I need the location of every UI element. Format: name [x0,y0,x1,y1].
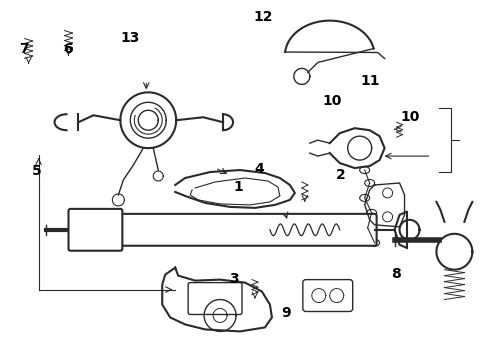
Text: 1: 1 [233,180,243,194]
Text: 9: 9 [281,306,290,320]
Text: 10: 10 [400,110,419,124]
Text: 11: 11 [360,75,379,89]
Text: 7: 7 [19,42,29,56]
Text: 8: 8 [390,267,400,281]
Text: 10: 10 [322,94,341,108]
Text: 13: 13 [120,31,139,45]
Text: 4: 4 [254,162,264,176]
Text: 2: 2 [335,168,345,182]
FancyBboxPatch shape [188,283,242,315]
Text: 5: 5 [31,164,41,178]
FancyBboxPatch shape [302,280,352,311]
Text: 3: 3 [228,271,238,285]
Text: 6: 6 [63,42,73,56]
FancyBboxPatch shape [68,209,122,251]
FancyBboxPatch shape [73,214,376,246]
Text: 12: 12 [253,10,272,24]
